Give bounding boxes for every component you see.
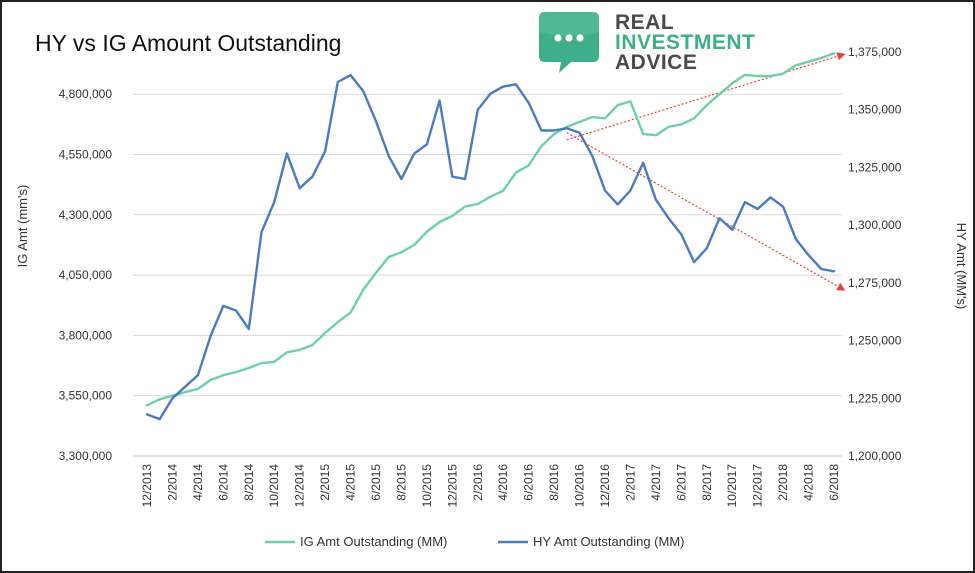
x-tick-label: 6/2015 (369, 464, 383, 501)
series-lines (145, 52, 836, 421)
x-tick-label: 12/2015 (445, 464, 459, 508)
x-tick-label: 4/2015 (344, 464, 358, 501)
y-tick-label: 4,800,000 (59, 87, 113, 101)
left-axis-title: IG Amt (mm's) (15, 185, 30, 268)
x-tick-label: 10/2016 (573, 464, 587, 508)
x-tick-label: 8/2017 (700, 464, 714, 501)
legend-label: HY Amt Outstanding (MM) (533, 534, 684, 549)
x-tick-label: 4/2018 (802, 464, 816, 501)
x-tick-label: 4/2017 (649, 464, 663, 501)
trend-arrows (566, 52, 846, 291)
x-tick-label: 12/2014 (293, 464, 307, 508)
y2-tick-label: 1,375,000 (848, 45, 902, 59)
trend-arrow (566, 52, 846, 141)
right-axis-title: HY Amt (MM's) (954, 223, 969, 310)
y-tick-label: 4,550,000 (59, 148, 113, 162)
y2-tick-label: 1,250,000 (848, 334, 902, 348)
legend: IG Amt Outstanding (MM) HY Amt Outstandin… (265, 534, 684, 549)
trend-arrow (566, 132, 846, 291)
x-tick-label: 2/2015 (318, 464, 332, 501)
chat-bubble-icon (539, 12, 599, 73)
x-tick-label: 2/2014 (165, 464, 179, 501)
x-tick-label: 12/2017 (751, 464, 765, 508)
x-tick-label: 2/2017 (623, 464, 637, 501)
x-tick-label: 6/2018 (827, 464, 841, 501)
x-tick-label: 8/2016 (547, 464, 561, 501)
y-tick-label: 4,300,000 (59, 208, 113, 222)
x-tick-label: 6/2016 (522, 464, 536, 501)
series-line-hy (145, 73, 836, 421)
y2-tick-label: 1,275,000 (848, 276, 902, 290)
y-tick-label: 3,550,000 (59, 389, 113, 403)
logo-text-line2: INVESTMENT (615, 31, 756, 54)
chart-title: HY vs IG Amount Outstanding (35, 30, 342, 56)
x-tick-label: 10/2017 (725, 464, 739, 508)
x-tick-label: 8/2014 (242, 464, 256, 501)
logo-text-line3: ADVICE (615, 51, 698, 74)
y-tick-label: 3,300,000 (59, 449, 113, 463)
right-axis-ticks: 1,200,000 1,225,000 1,250,000 1,275,000 1,30… (848, 45, 902, 463)
x-tick-label: 12/2016 (598, 464, 612, 508)
x-tick-label: 2/2016 (471, 464, 485, 501)
x-tick-label: 8/2015 (394, 464, 408, 501)
x-tick-label: 2/2018 (776, 464, 790, 501)
y-tick-label: 3,800,000 (59, 328, 113, 342)
y-tick-label: 4,050,000 (59, 268, 113, 282)
gridlines (133, 93, 842, 457)
real-investment-advice-logo: REAL INVESTMENT ADVICE (537, 10, 797, 74)
x-tick-label: 4/2016 (496, 464, 510, 501)
x-tick-label: 6/2014 (216, 464, 230, 501)
y2-tick-label: 1,350,000 (848, 103, 902, 117)
series-line-ig (145, 52, 836, 407)
y2-tick-label: 1,225,000 (848, 391, 902, 405)
x-tick-label: 6/2017 (674, 464, 688, 501)
left-axis-ticks: 3,300,000 3,550,000 3,800,000 4,050,000 4,30… (59, 87, 113, 463)
logo-text-line1: REAL (615, 11, 675, 34)
legend-label: IG Amt Outstanding (MM) (300, 534, 447, 549)
y2-tick-label: 1,300,000 (848, 218, 902, 232)
y2-tick-label: 1,200,000 (848, 449, 902, 463)
x-axis-ticks: 12/2013 2/2014 4/2014 6/2014 8/2014 10/2014 12… (140, 464, 841, 508)
x-tick-label: 12/2013 (140, 464, 154, 508)
x-tick-label: 10/2014 (267, 464, 281, 508)
y2-tick-label: 1,325,000 (848, 160, 902, 174)
x-tick-label: 4/2014 (191, 464, 205, 501)
x-tick-label: 10/2015 (420, 464, 434, 508)
